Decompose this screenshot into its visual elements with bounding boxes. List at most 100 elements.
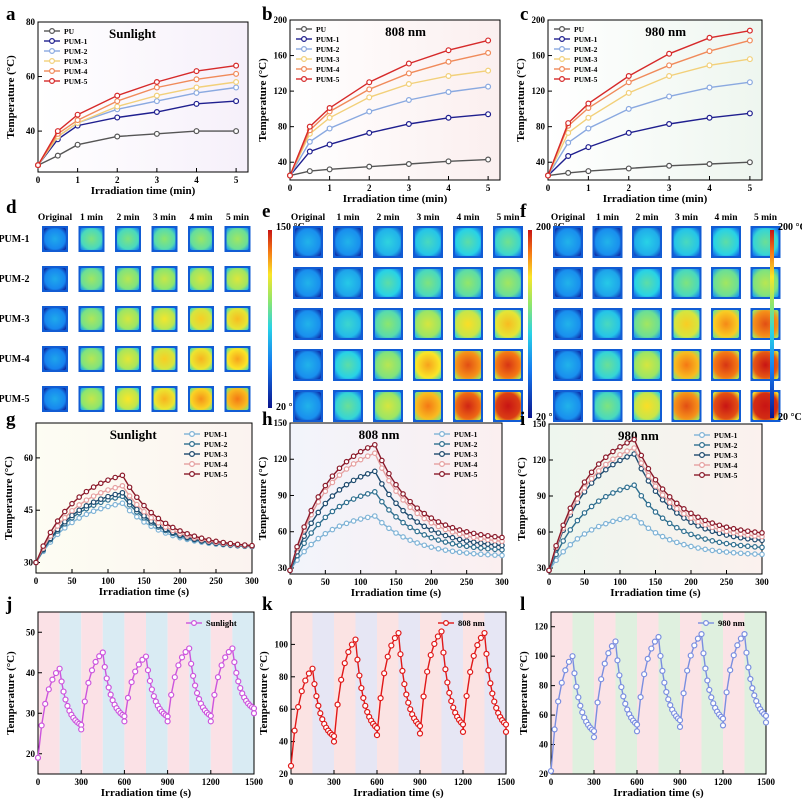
data-point-PUM-1 bbox=[407, 537, 413, 544]
data-point-980 nm bbox=[547, 767, 555, 775]
x-tick-label: 900 bbox=[161, 777, 175, 787]
data-point-PUM-5 bbox=[193, 68, 200, 75]
data-point-PUM-5 bbox=[565, 120, 572, 127]
thermal-image-cell bbox=[153, 268, 176, 290]
thermal-image-cell bbox=[44, 388, 66, 410]
thermal-image-cell bbox=[80, 308, 103, 330]
legend-label: PUM-3 bbox=[454, 450, 478, 459]
data-point-PUM-5 bbox=[585, 100, 592, 107]
data-point-PUM-1 bbox=[638, 520, 645, 526]
chart-b: 0 1 2 3 4 5 40 80 120 160 200 Irradiation time (min… bbox=[257, 15, 501, 205]
data-point-PU bbox=[54, 152, 61, 159]
data-point-PUM-4 bbox=[153, 84, 160, 91]
cycle-band bbox=[723, 612, 745, 774]
thermal-image-cell bbox=[415, 392, 441, 420]
data-point-PUM-3 bbox=[421, 523, 428, 530]
panel-label-a: a bbox=[6, 4, 16, 25]
data-point-PUM-4 bbox=[141, 508, 147, 515]
data-point-PUM-4 bbox=[681, 510, 687, 517]
thermal-image-cell bbox=[455, 392, 481, 420]
data-point-PUM-3 bbox=[617, 457, 623, 464]
cycle-band bbox=[680, 612, 702, 774]
data-point-808 nm bbox=[427, 651, 434, 659]
data-point-PUM-4 bbox=[76, 502, 83, 508]
thermal-image-cell bbox=[495, 392, 521, 420]
data-point-980 nm bbox=[708, 694, 715, 701]
data-point-PUM-4 bbox=[706, 48, 713, 55]
x-tick-label: 5 bbox=[748, 183, 753, 193]
chart-title: 980 nm bbox=[618, 428, 659, 443]
data-point-Sunlight bbox=[214, 674, 222, 681]
data-point-PUM-4 bbox=[702, 521, 709, 528]
panel-label-j: j bbox=[5, 594, 12, 615]
color-scale-bar bbox=[528, 230, 532, 418]
data-point-PUM-2 bbox=[366, 108, 373, 115]
x-tick-label: 4 bbox=[707, 183, 712, 193]
scale-max-label: 150 °C bbox=[276, 222, 305, 233]
data-point-PUM-2 bbox=[673, 524, 680, 531]
thermal-image-cell bbox=[495, 351, 521, 379]
legend-label: PUM-3 bbox=[316, 55, 340, 64]
data-point-980 nm bbox=[694, 635, 702, 642]
data-point-PUM-3 bbox=[485, 67, 492, 74]
data-point-PUM-3 bbox=[463, 538, 470, 544]
y-tick-label: 40 bbox=[278, 157, 288, 167]
data-point-PUM-1 bbox=[364, 514, 371, 521]
legend-marker bbox=[48, 47, 55, 54]
x-tick-label: 250 bbox=[209, 576, 223, 586]
data-point-980 nm bbox=[657, 652, 664, 660]
legend-marker bbox=[189, 441, 196, 448]
thermal-panel-e: Original 1 min 2 min 3 min 4 min 5 min 200 °C 2… bbox=[291, 213, 565, 423]
data-point-980 nm bbox=[663, 688, 670, 696]
x-axis-label: Irradiation time (min) bbox=[603, 193, 708, 205]
data-point-Sunlight bbox=[233, 669, 240, 676]
thermal-image-cell bbox=[555, 310, 581, 338]
x-tick-label: 200 bbox=[173, 576, 187, 586]
data-point-PUM-5 bbox=[759, 530, 765, 536]
data-point-808 nm bbox=[315, 702, 322, 709]
data-point-PUM-3 bbox=[405, 80, 412, 87]
thermal-image-cell bbox=[335, 392, 361, 420]
legend-marker bbox=[698, 442, 705, 449]
data-point-PUM-5 bbox=[445, 47, 452, 54]
column-header: 1 min bbox=[337, 213, 361, 223]
data-point-PUM-1 bbox=[350, 518, 357, 524]
data-point-808 nm bbox=[448, 697, 455, 705]
data-point-808 nm bbox=[485, 667, 492, 674]
legend-marker bbox=[48, 77, 55, 84]
data-point-PUM-5 bbox=[220, 539, 227, 546]
y-tick-label: 30 bbox=[278, 563, 288, 573]
data-point-PUM-5 bbox=[112, 474, 119, 481]
chart-l: 0 300 600 900 1200 1500 20 40 60 80 100 120 Irradiat… bbox=[518, 611, 776, 799]
data-point-980 nm bbox=[684, 667, 691, 674]
data-point-PUM-5 bbox=[336, 465, 343, 472]
data-point-PUM-4 bbox=[581, 484, 588, 491]
legend-marker bbox=[48, 67, 55, 74]
x-tick-label: 150 bbox=[137, 576, 151, 586]
color-scale-bar bbox=[770, 230, 774, 418]
data-point-PUM-5 bbox=[227, 540, 234, 547]
data-point-PUM-3 bbox=[435, 530, 442, 536]
data-point-PUM-2 bbox=[442, 539, 449, 545]
y-tick-label: 90 bbox=[278, 490, 288, 500]
data-point-PUM-4 bbox=[98, 490, 104, 496]
thermal-image-cell bbox=[752, 228, 779, 256]
data-point-PUM-1 bbox=[666, 536, 673, 543]
data-point-808 nm bbox=[487, 680, 494, 687]
legend-marker bbox=[558, 65, 565, 72]
legend-label: PUM-2 bbox=[316, 45, 340, 54]
y-tick-label: 45 bbox=[24, 505, 34, 515]
data-point-808 nm bbox=[446, 689, 453, 696]
legend-marker bbox=[698, 432, 705, 439]
data-point-PUM-3 bbox=[477, 540, 484, 547]
data-point-PUM-5 bbox=[134, 494, 140, 501]
x-tick-label: 2 bbox=[115, 175, 120, 185]
data-point-PUM-3 bbox=[442, 532, 449, 539]
data-point-980 nm bbox=[661, 679, 668, 686]
data-point-PUM-5 bbox=[155, 515, 162, 522]
data-point-PUM-5 bbox=[301, 524, 307, 530]
data-point-PUM-5 bbox=[477, 531, 484, 538]
x-tick-label: 300 bbox=[755, 577, 769, 587]
thermal-image-cell bbox=[752, 351, 779, 379]
data-point-PUM-2 bbox=[585, 125, 592, 132]
